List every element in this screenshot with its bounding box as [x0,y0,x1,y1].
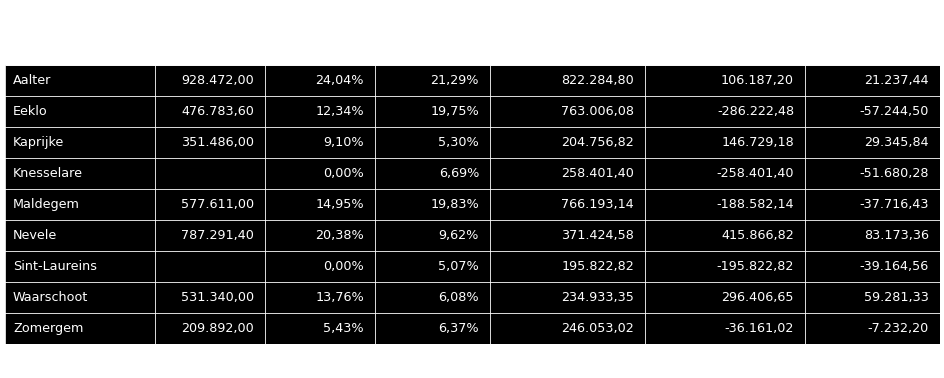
Text: Sint-Laureins: Sint-Laureins [13,260,97,273]
Text: 14,95%: 14,95% [315,198,363,211]
Text: 146.729,18: 146.729,18 [720,136,793,149]
Text: 24,04%: 24,04% [315,74,363,87]
Text: 371.424,58: 371.424,58 [561,229,633,242]
Text: 0,00%: 0,00% [323,167,363,180]
Text: Kaprijke: Kaprijke [13,136,64,149]
Text: 9,62%: 9,62% [438,229,479,242]
Text: 29.345,84: 29.345,84 [864,136,928,149]
Text: 763.006,08: 763.006,08 [561,105,633,118]
Text: Eeklo: Eeklo [13,105,48,118]
Text: 6,37%: 6,37% [438,322,479,335]
Text: 9,10%: 9,10% [323,136,363,149]
Text: 106.187,20: 106.187,20 [720,74,793,87]
Text: -36.161,02: -36.161,02 [724,322,793,335]
Text: 6,69%: 6,69% [438,167,479,180]
Text: Waarschoot: Waarschoot [13,291,89,304]
Text: 246.053,02: 246.053,02 [561,322,633,335]
Text: 234.933,35: 234.933,35 [561,291,633,304]
Text: -188.582,14: -188.582,14 [716,198,793,211]
Text: Zomergem: Zomergem [13,322,83,335]
Text: Maldegem: Maldegem [13,198,80,211]
Bar [5,65,939,344]
Text: Knesselare: Knesselare [13,167,83,180]
Text: -195.822,82: -195.822,82 [716,260,793,273]
Text: 59.281,33: 59.281,33 [863,291,928,304]
Text: 6,08%: 6,08% [438,291,479,304]
Text: 21,29%: 21,29% [430,74,479,87]
Text: 209.892,00: 209.892,00 [181,322,254,335]
Text: -7.232,20: -7.232,20 [867,322,928,335]
Text: 12,34%: 12,34% [315,105,363,118]
Text: -57.244,50: -57.244,50 [859,105,928,118]
Text: 20,38%: 20,38% [315,229,363,242]
Text: 258.401,40: 258.401,40 [561,167,633,180]
Text: -37.716,43: -37.716,43 [859,198,928,211]
Text: 476.783,60: 476.783,60 [181,105,254,118]
Text: 822.284,80: 822.284,80 [561,74,633,87]
Text: Nevele: Nevele [13,229,58,242]
Text: 296.406,65: 296.406,65 [720,291,793,304]
Text: 13,76%: 13,76% [315,291,363,304]
Text: 195.822,82: 195.822,82 [561,260,633,273]
Text: 21.237,44: 21.237,44 [864,74,928,87]
Text: 0,00%: 0,00% [323,260,363,273]
Text: 766.193,14: 766.193,14 [561,198,633,211]
Text: 83.173,36: 83.173,36 [863,229,928,242]
Bar [5,65,939,344]
Text: 5,30%: 5,30% [438,136,479,149]
Text: 351.486,00: 351.486,00 [181,136,254,149]
Text: -286.222,48: -286.222,48 [716,105,793,118]
Text: 5,07%: 5,07% [438,260,479,273]
Text: 19,83%: 19,83% [430,198,479,211]
Text: 531.340,00: 531.340,00 [180,291,254,304]
Text: 19,75%: 19,75% [430,105,479,118]
Text: -51.680,28: -51.680,28 [859,167,928,180]
Text: 5,43%: 5,43% [323,322,363,335]
Text: -39.164,56: -39.164,56 [859,260,928,273]
Text: -258.401,40: -258.401,40 [716,167,793,180]
Text: Aalter: Aalter [13,74,51,87]
Text: 928.472,00: 928.472,00 [181,74,254,87]
Text: 415.866,82: 415.866,82 [720,229,793,242]
Text: 204.756,82: 204.756,82 [561,136,633,149]
Text: 577.611,00: 577.611,00 [180,198,254,211]
Text: 787.291,40: 787.291,40 [181,229,254,242]
